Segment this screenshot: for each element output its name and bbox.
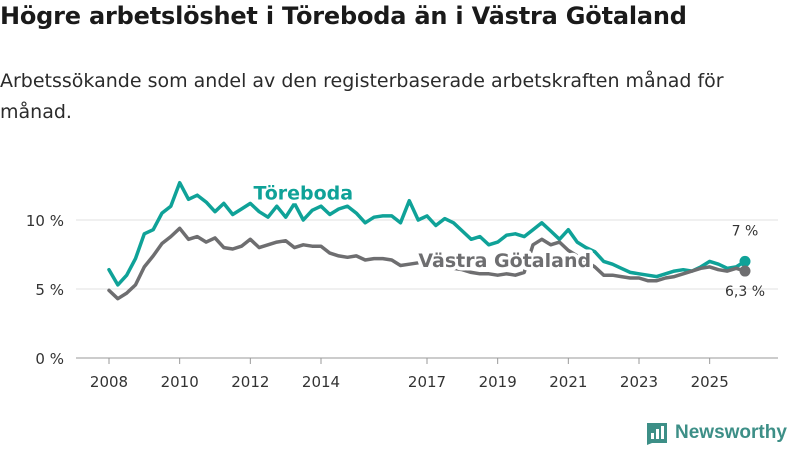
gridlines <box>76 219 778 364</box>
series-line-vastra-gotaland <box>107 226 747 301</box>
x-tick-label: 2019 <box>479 373 517 391</box>
x-tick-label: 2017 <box>408 373 446 391</box>
series-label-vastra-gotaland: Västra Götaland <box>418 250 591 272</box>
series-line-toreboda <box>107 180 747 287</box>
y-tick-label: 0 % <box>35 350 64 368</box>
x-tick-label: 2023 <box>620 373 658 391</box>
x-tick-label: 2010 <box>161 373 199 391</box>
brand-logo: Newsworthy <box>645 420 787 446</box>
series-lines <box>107 180 747 301</box>
x-tick-label: 2014 <box>302 373 340 391</box>
series-label-toreboda: Töreboda <box>254 182 354 204</box>
chart-title: Högre arbetslöshet i Töreboda än i Västr… <box>0 2 687 30</box>
newsworthy-logo-icon <box>647 423 667 445</box>
end-label-vastra-gotaland: 6,3 % <box>725 284 765 300</box>
x-tick-label: 2008 <box>90 373 128 391</box>
end-dot-vastra-gotaland <box>739 265 751 277</box>
y-tick-label: 5 % <box>35 281 64 299</box>
x-tick-label: 2025 <box>691 373 729 391</box>
x-tick-label: 2021 <box>549 373 587 391</box>
chart-subtitle: Arbetssökande som andel av den registerb… <box>0 70 724 123</box>
x-tick-label: 2012 <box>231 373 269 391</box>
chart-labels: 0 % 5 % 10 % 2008 2010 2012 2014 2017 2019 2021 20… <box>26 179 765 391</box>
brand-name: Newsworthy <box>675 422 787 443</box>
end-dot-toreboda <box>739 255 751 267</box>
end-label-toreboda: 7 % <box>732 223 759 239</box>
y-tick-label: 10 % <box>26 212 64 230</box>
